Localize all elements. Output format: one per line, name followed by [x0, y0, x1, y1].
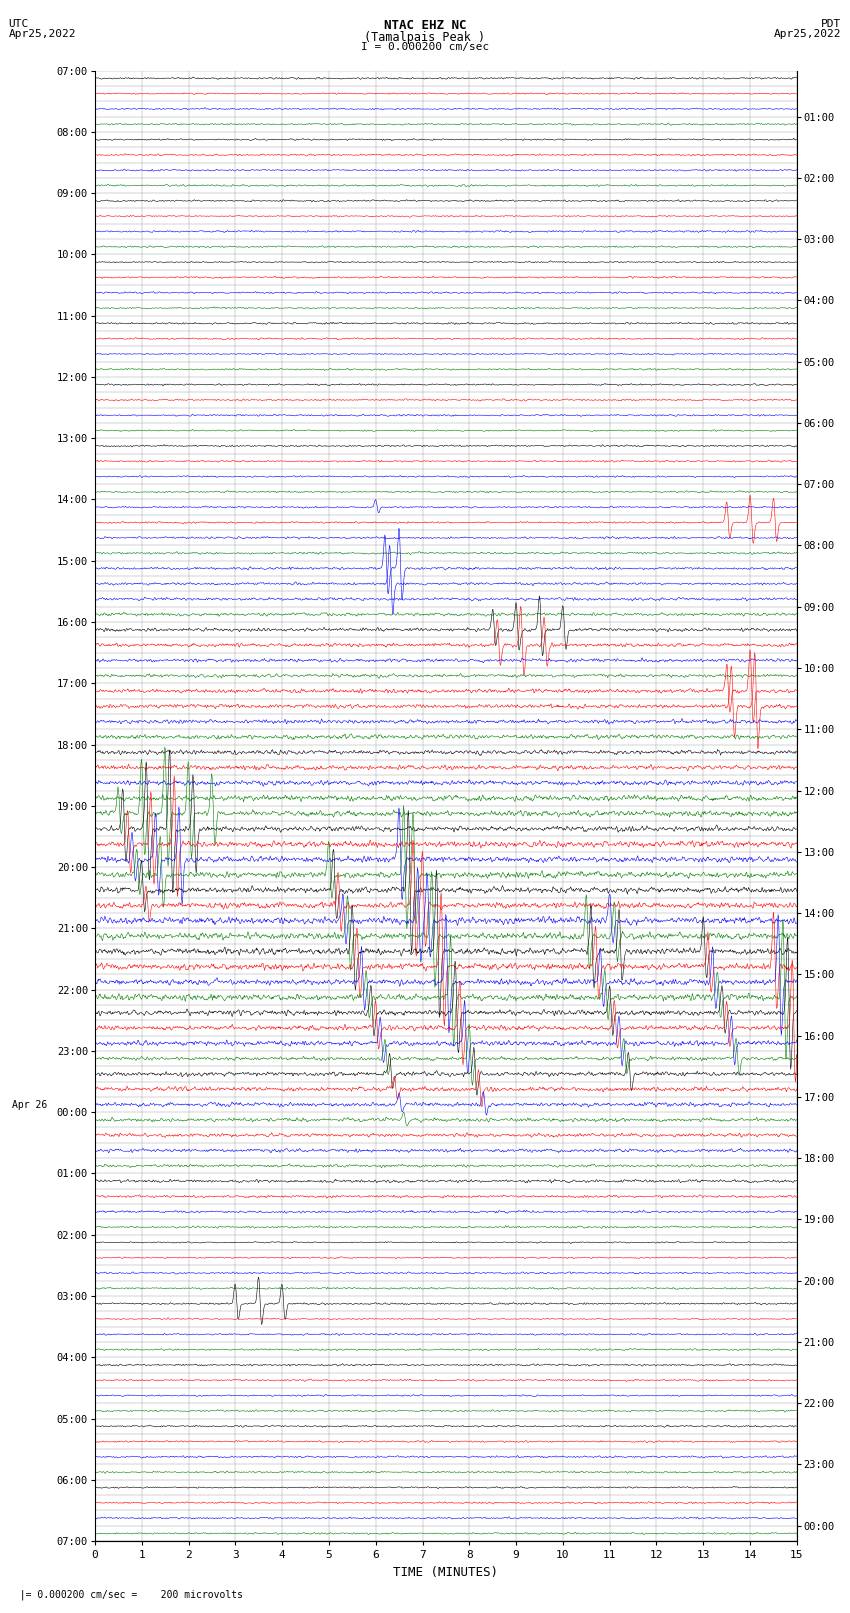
Text: UTC: UTC [8, 19, 29, 29]
Text: (Tamalpais Peak ): (Tamalpais Peak ) [365, 31, 485, 44]
Text: NTAC EHZ NC: NTAC EHZ NC [383, 19, 467, 32]
X-axis label: TIME (MINUTES): TIME (MINUTES) [394, 1566, 498, 1579]
Text: Apr 26: Apr 26 [12, 1100, 48, 1110]
Text: |= 0.000200 cm/sec =    200 microvolts: |= 0.000200 cm/sec = 200 microvolts [8, 1589, 243, 1600]
Text: Apr25,2022: Apr25,2022 [774, 29, 842, 39]
Text: I = 0.000200 cm/sec: I = 0.000200 cm/sec [361, 42, 489, 52]
Text: Apr25,2022: Apr25,2022 [8, 29, 76, 39]
Text: PDT: PDT [821, 19, 842, 29]
